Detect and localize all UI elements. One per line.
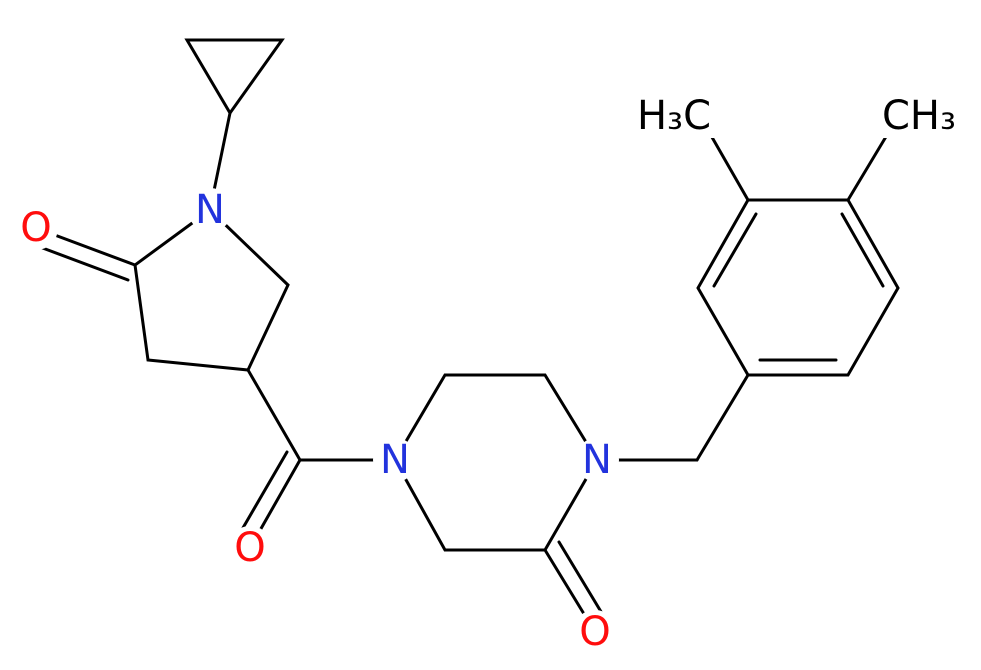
atom-label: N	[380, 437, 410, 483]
label-bg	[876, 94, 962, 138]
label-bg	[188, 188, 232, 232]
bond	[696, 198, 900, 377]
bond	[557, 540, 608, 622]
atom-label: H₃C	[637, 93, 711, 139]
label-bg	[228, 526, 272, 570]
atom-label: N	[582, 437, 612, 483]
bond	[184, 38, 285, 116]
label-bg	[575, 438, 619, 482]
bonds	[34, 38, 900, 634]
bond	[712, 212, 758, 288]
bond	[38, 245, 130, 282]
label-bg	[632, 94, 716, 138]
label-bg	[373, 438, 417, 482]
bond	[840, 212, 885, 288]
bond	[393, 373, 599, 552]
bond	[695, 373, 750, 462]
atom-label: O	[579, 609, 610, 655]
label-bg	[573, 610, 617, 654]
atom-label: O	[234, 525, 265, 571]
atom-label: O	[20, 205, 51, 251]
bond	[133, 208, 290, 372]
bond	[238, 450, 289, 535]
bond	[246, 368, 302, 462]
label-bg	[14, 206, 58, 250]
atom-label: N	[195, 187, 225, 233]
atom-label: CH₃	[882, 93, 956, 139]
atom-labels: O N O N N O H₃C CH₃	[14, 93, 962, 655]
